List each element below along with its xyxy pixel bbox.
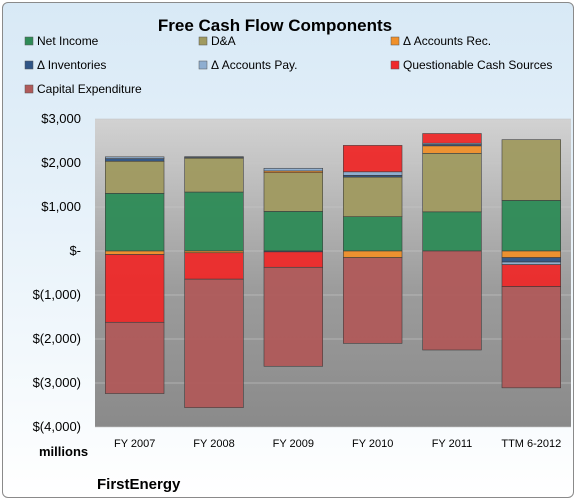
bar-segment [422,133,482,144]
y-tick-label: $(3,000) [33,375,81,390]
bar-segment [184,191,244,252]
bar-segment [343,257,403,344]
legend-label: Questionable Cash Sources [403,58,552,72]
bar-segment [422,211,482,252]
bar-segment [343,250,403,258]
chart-frame: Free Cash Flow Components Net Income D&A Δ… [2,2,574,498]
x-tick-label: TTM 6-2012 [501,438,561,450]
legend-label: D&A [211,34,236,48]
y-tick-label: $(1,000) [33,287,81,302]
bars [105,133,561,408]
bar-segment [422,153,482,213]
legend-swatch [198,36,208,46]
bar-segment [501,261,561,265]
bar-segment [105,254,165,323]
bar-segment [105,321,165,394]
bar-segment [501,250,561,258]
bar-segment [422,250,482,351]
y-tick-label: $2,000 [41,155,81,170]
bar-segment [501,200,561,252]
bar-segment [105,158,165,162]
company-label: FirstEnergy [97,476,181,493]
plot-area [95,119,571,427]
y-tick-label: $(2,000) [33,331,81,346]
chart-title: Free Cash Flow Components [158,16,392,35]
bar-segment [184,157,244,193]
bar-segment [343,216,403,252]
legend-swatch [24,60,34,70]
x-tick-label: FY 2010 [352,438,393,450]
legend-label: Δ Accounts Pay. [211,58,298,72]
y-tick-label: $- [69,243,81,258]
chart: Free Cash Flow Components Net Income D&A Δ… [24,16,571,493]
legend-label: Capital Expenditure [37,82,142,96]
legend-label: Δ Accounts Rec. [403,34,491,48]
legend-label: Δ Inventories [37,58,106,72]
legend-label: Net Income [37,34,99,48]
bar-segment [184,278,244,408]
bar-segment [263,172,323,212]
bar-segment [501,257,561,263]
y-tick-label: $3,000 [41,111,81,126]
bar-segment [263,211,323,252]
unit-label: millions [39,444,88,459]
y-tick-label: $(4,000) [33,419,81,434]
bar-segment [263,167,323,172]
bar-segment [501,264,561,287]
bar-segment [105,160,165,194]
legend-swatch [198,60,208,70]
bar-segment [343,171,403,176]
bar-segment [501,139,561,201]
legend-swatch [24,84,34,94]
x-tick-label: FY 2008 [193,438,234,450]
legend-swatch [24,36,34,46]
bar-segment [184,156,244,158]
x-tick-label: FY 2011 [432,438,473,450]
bar-segment [263,266,323,367]
legend-swatch [390,60,400,70]
x-axis: FY 2007 FY 2008 FY 2009 FY 2010 FY 2011 TTM 6… [114,438,561,450]
bar-segment [501,286,561,389]
legend: Net Income D&A Δ Accounts Rec. Δ Inventorie… [24,34,552,96]
bar-segment [422,145,482,154]
y-tick-label: $1,000 [41,199,81,214]
bar-segment [105,193,165,252]
x-tick-label: FY 2007 [114,438,155,450]
y-axis: $3,000 $2,000 $1,000 $- $(1,000) $(2,000) $(3,… [33,111,571,434]
bar-segment [184,252,244,280]
legend-swatch [390,36,400,46]
bar-segment [105,156,165,159]
bar-segment [105,250,165,255]
bar-segment [263,251,323,268]
x-tick-label: FY 2009 [273,438,314,450]
bar-segment [343,176,403,217]
bar-segment [343,145,403,173]
